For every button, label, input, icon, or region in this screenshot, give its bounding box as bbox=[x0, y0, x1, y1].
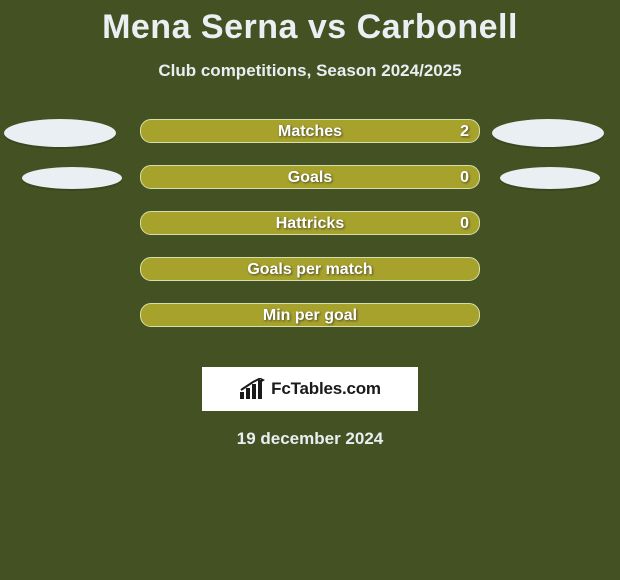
stat-value: 0 bbox=[460, 166, 469, 188]
brand-chart-icon bbox=[239, 378, 265, 400]
stat-label: Goals bbox=[141, 166, 479, 188]
player-left-oval bbox=[22, 167, 122, 189]
stat-row: Min per goal bbox=[0, 303, 620, 349]
stat-row: Goals0 bbox=[0, 165, 620, 211]
stat-label: Matches bbox=[141, 120, 479, 142]
brand-text: FcTables.com bbox=[271, 379, 381, 399]
brand-badge: FcTables.com bbox=[202, 367, 418, 411]
stat-bar: Matches2 bbox=[140, 119, 480, 143]
page-subtitle: Club competitions, Season 2024/2025 bbox=[0, 61, 620, 81]
page-title: Mena Serna vs Carbonell bbox=[0, 0, 620, 47]
stat-row: Matches2 bbox=[0, 119, 620, 165]
stat-value: 0 bbox=[460, 212, 469, 234]
stats-container: Matches2Goals0Hattricks0Goals per matchM… bbox=[0, 119, 620, 349]
player-right-oval bbox=[500, 167, 600, 189]
stat-label: Min per goal bbox=[141, 304, 479, 326]
player-left-oval bbox=[4, 119, 116, 147]
stat-row: Hattricks0 bbox=[0, 211, 620, 257]
stat-bar: Min per goal bbox=[140, 303, 480, 327]
stat-label: Goals per match bbox=[141, 258, 479, 280]
stat-bar: Goals per match bbox=[140, 257, 480, 281]
stat-label: Hattricks bbox=[141, 212, 479, 234]
stat-bar: Goals0 bbox=[140, 165, 480, 189]
date-text: 19 december 2024 bbox=[0, 429, 620, 449]
stat-bar: Hattricks0 bbox=[140, 211, 480, 235]
stat-value: 2 bbox=[460, 120, 469, 142]
stat-row: Goals per match bbox=[0, 257, 620, 303]
player-right-oval bbox=[492, 119, 604, 147]
